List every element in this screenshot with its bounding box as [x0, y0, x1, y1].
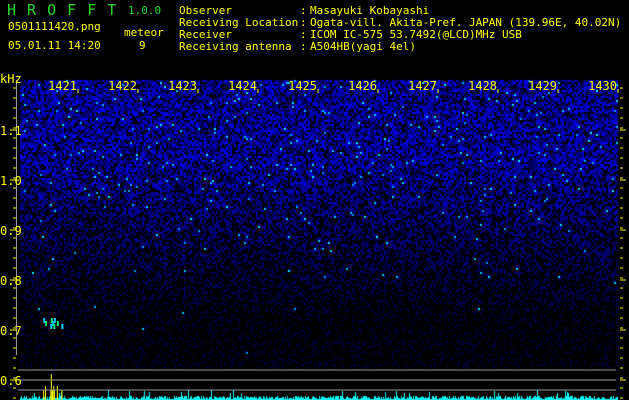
location-label: Receiving Location [179, 16, 299, 29]
colon: : [300, 28, 307, 41]
echo-bar [61, 390, 63, 400]
y-tick-label: 0.8 [0, 274, 22, 288]
file-name: 0501111420.png [8, 20, 101, 33]
y-axis-label: kHz [0, 72, 22, 86]
x-tick-label: 1423 [168, 79, 197, 93]
x-tick-label: 1426 [348, 79, 377, 93]
y-tick-label: 0.7 [0, 324, 22, 338]
x-tick-label: 1428 [468, 79, 497, 93]
colon: : [300, 4, 307, 17]
y-tick-label: 0.6 [0, 374, 22, 388]
x-tick-label: 1429 [528, 79, 557, 93]
date-time: 05.01.11 14:20 [8, 39, 101, 52]
echo-bar [50, 374, 52, 400]
meteor-count: 9 [139, 39, 146, 52]
meteor-label: meteor [124, 26, 164, 39]
antenna-value: A504HB(yagi 4el) [310, 40, 416, 53]
echo-bar [43, 390, 45, 400]
x-tick-label: 1425 [288, 79, 317, 93]
echo-trace [50, 318, 53, 323]
location-value: Ogata-vill. Akita-Pref. JAPAN (139.96E, … [310, 16, 622, 29]
observer-label: Observer [179, 4, 232, 17]
app-version: 1.0.0 [128, 4, 162, 17]
echo-trace [56, 321, 59, 326]
echo-bar [56, 386, 58, 400]
y-tick-label: 1.1 [0, 124, 22, 138]
x-tick-label: 1424 [228, 79, 257, 93]
echo-trace [52, 321, 54, 326]
echo-trace [53, 324, 56, 329]
receiver-label: Receiver [179, 28, 232, 41]
x-tick-label: 1421 [48, 79, 77, 93]
x-tick-label: 1422 [108, 79, 137, 93]
echo-bar [45, 386, 47, 400]
echo-trace [53, 318, 56, 323]
colon: : [300, 40, 307, 53]
x-tick-label: 1430 [588, 79, 617, 93]
y-tick-label: 0.9 [0, 224, 22, 238]
echo-trace [61, 324, 64, 329]
receiver-value: ICOM IC-575 53.7492(@LCD)MHz USB [310, 28, 522, 41]
echo-trace [45, 321, 48, 326]
colon: : [300, 16, 307, 29]
echo-bar [52, 390, 53, 400]
observer-value: Masayuki Kobayashi [310, 4, 430, 17]
app-title: H R O F F T [7, 1, 118, 19]
echo-trace [43, 318, 46, 323]
antenna-label: Receiving antenna [179, 40, 292, 53]
x-tick-label: 1427 [408, 79, 437, 93]
y-tick-label: 1.0 [0, 174, 22, 188]
echo-bar [53, 386, 55, 400]
echo-bar [53, 390, 55, 400]
echo-trace [50, 324, 53, 329]
